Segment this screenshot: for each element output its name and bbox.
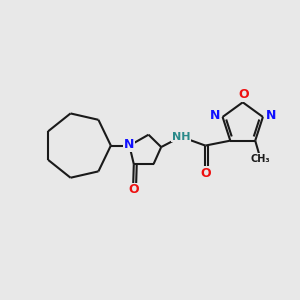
- Text: N: N: [266, 109, 276, 122]
- Text: CH₃: CH₃: [251, 154, 270, 164]
- Text: N: N: [210, 109, 220, 122]
- Text: N: N: [124, 138, 134, 151]
- Text: O: O: [128, 183, 139, 196]
- Text: O: O: [238, 88, 249, 101]
- Text: O: O: [200, 167, 211, 180]
- Text: NH: NH: [172, 132, 190, 142]
